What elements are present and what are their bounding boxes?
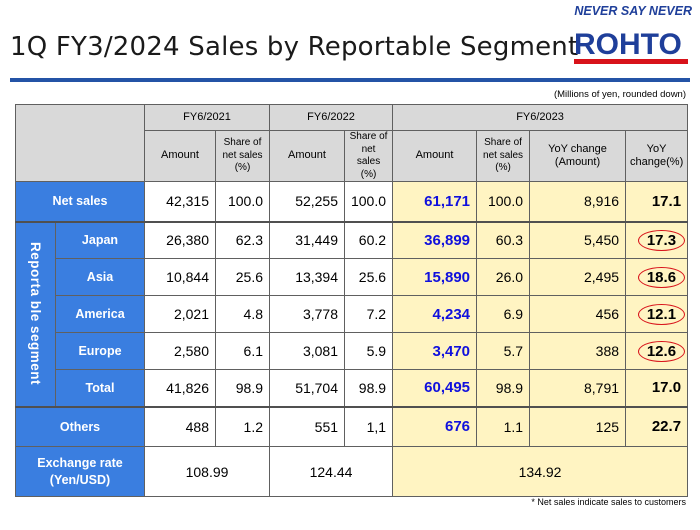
footnote: * Net sales indicate sales to customers <box>531 497 686 507</box>
cell-share: 5.9 <box>344 332 394 370</box>
cell-yoy-pct: 12.6 <box>625 332 689 370</box>
exchange-rate: 108.99 <box>143 446 271 497</box>
cell-amount: 3,081 <box>269 332 346 370</box>
segment-sales-table: FY6/2021 FY6/2022 FY6/2023 Amount Share … <box>15 104 689 497</box>
cell-share: 26.0 <box>476 258 531 296</box>
page-title: 1Q FY3/2024 Sales by Reportable Segment <box>10 32 579 62</box>
period-header: FY6/2023 <box>392 104 689 131</box>
highlight-circle: 12.6 <box>637 340 686 362</box>
row-label: Others <box>15 405 145 447</box>
highlight-circle: 17.3 <box>637 229 686 251</box>
logo-text: ROHTO <box>574 28 682 61</box>
period-header: FY6/2022 <box>269 104 394 131</box>
cell-share: 98.9 <box>344 369 394 407</box>
col-share: Share of net sales (%) <box>476 130 531 182</box>
cell-share: 98.9 <box>214 369 271 407</box>
cell-amount: 41,826 <box>144 369 216 407</box>
period-header: FY6/2021 <box>143 104 271 131</box>
row-label: Net sales <box>15 181 145 222</box>
cell-share: 100.0 <box>476 181 531 222</box>
cell-share: 25.6 <box>214 258 271 296</box>
cell-share: 6.1 <box>214 332 271 370</box>
cell-yoy-pct: 17.3 <box>625 220 689 259</box>
rohto-logo: ROHTO <box>574 28 688 64</box>
cell-amount: 26,380 <box>144 220 216 259</box>
cell-share: 1.2 <box>214 405 271 447</box>
exchange-rate: 124.44 <box>269 446 394 497</box>
cell-yoy-pct: 22.7 <box>625 405 689 447</box>
title-rule <box>10 78 690 82</box>
row-label: Exchange rate (Yen/USD) <box>15 446 145 497</box>
cell-amount: 60,495 <box>392 369 478 407</box>
cell-amount: 3,778 <box>269 295 346 333</box>
cell-yoy-pct: 17.0 <box>625 369 689 407</box>
cell-share: 25.6 <box>344 258 394 296</box>
cell-share: 7.2 <box>344 295 394 333</box>
col-yoy-pct: YoY change(%) <box>625 130 689 182</box>
col-share: Share of net sales (%) <box>214 130 271 182</box>
cell-amount: 2,021 <box>144 295 216 333</box>
cell-yoy-amount: 2,495 <box>529 258 627 296</box>
cell-amount: 31,449 <box>269 220 346 259</box>
cell-amount: 15,890 <box>392 258 478 296</box>
cell-amount: 10,844 <box>144 258 216 296</box>
row-label: America <box>55 295 145 333</box>
col-amount: Amount <box>392 130 478 182</box>
cell-yoy-amount: 5,450 <box>529 220 627 259</box>
cell-amount: 3,470 <box>392 332 478 370</box>
slogan: NEVER SAY NEVER <box>574 4 692 18</box>
segment-label: Reporta ble segment <box>15 220 56 407</box>
cell-amount: 36,899 <box>392 220 478 259</box>
cell-amount: 551 <box>269 405 346 447</box>
cell-yoy-amount: 456 <box>529 295 627 333</box>
cell-amount: 4,234 <box>392 295 478 333</box>
cell-yoy-pct: 12.1 <box>625 295 689 333</box>
cell-yoy-amount: 388 <box>529 332 627 370</box>
cell-share: 100.0 <box>344 181 394 222</box>
exchange-rate: 134.92 <box>392 446 689 497</box>
col-yoy-amount: YoY change (Amount) <box>529 130 627 182</box>
logo-underline <box>574 59 688 64</box>
header-corner <box>15 104 145 182</box>
cell-share: 60.2 <box>344 220 394 259</box>
cell-yoy-amount: 8,791 <box>529 369 627 407</box>
col-amount: Amount <box>144 130 216 182</box>
cell-share: 60.3 <box>476 220 531 259</box>
highlight-circle: 18.6 <box>637 266 686 288</box>
cell-amount: 51,704 <box>269 369 346 407</box>
unit-note: (Millions of yen, rounded down) <box>553 89 686 100</box>
cell-yoy-pct: 18.6 <box>625 258 689 296</box>
cell-share: 62.3 <box>214 220 271 259</box>
row-label: Japan <box>55 220 145 259</box>
cell-share: 1,1 <box>344 405 394 447</box>
cell-yoy-pct: 17.1 <box>625 181 689 222</box>
row-label: Europe <box>55 332 145 370</box>
cell-amount: 61,171 <box>392 181 478 222</box>
cell-share: 5.7 <box>476 332 531 370</box>
cell-share: 1.1 <box>476 405 531 447</box>
col-share: Share of net sales (%) <box>344 130 394 182</box>
cell-amount: 2,580 <box>144 332 216 370</box>
cell-amount: 13,394 <box>269 258 346 296</box>
cell-amount: 52,255 <box>269 181 346 222</box>
cell-share: 100.0 <box>214 181 271 222</box>
cell-amount: 488 <box>144 405 216 447</box>
cell-share: 4.8 <box>214 295 271 333</box>
col-amount: Amount <box>269 130 346 182</box>
cell-yoy-amount: 8,916 <box>529 181 627 222</box>
cell-share: 6.9 <box>476 295 531 333</box>
row-label: Asia <box>55 258 145 296</box>
highlight-circle: 12.1 <box>637 303 686 325</box>
cell-amount: 42,315 <box>144 181 216 222</box>
row-label: Total <box>55 369 145 407</box>
cell-yoy-amount: 125 <box>529 405 627 447</box>
cell-amount: 676 <box>392 405 478 447</box>
cell-share: 98.9 <box>476 369 531 407</box>
